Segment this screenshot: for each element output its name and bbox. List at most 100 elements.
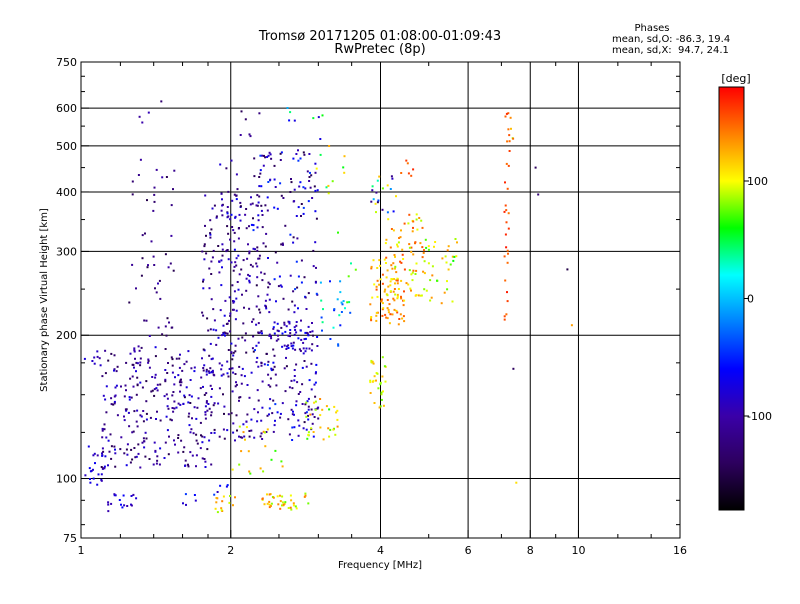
echo-point: [158, 279, 161, 282]
echo-point: [229, 312, 232, 315]
x-axis-label: Frequency [MHz]: [338, 560, 422, 571]
echo-point: [145, 437, 148, 440]
echo-point: [508, 134, 511, 137]
echo-point: [305, 415, 308, 418]
echo-point: [263, 272, 266, 275]
echo-point: [189, 402, 192, 404]
echo-point: [376, 311, 379, 314]
echo-point: [401, 253, 404, 256]
echo-point: [200, 434, 202, 437]
echo-point: [245, 420, 248, 423]
echo-point: [383, 290, 386, 293]
echo-point: [156, 410, 158, 413]
echo-point: [295, 321, 298, 323]
echo-point: [307, 397, 310, 400]
echo-point: [395, 309, 398, 312]
colorbar-tick-label: 0: [747, 293, 754, 306]
echo-point: [147, 359, 150, 362]
echo-point: [234, 439, 236, 442]
echo-point: [191, 454, 194, 457]
echo-point: [142, 410, 145, 412]
echo-point: [248, 275, 251, 277]
echo-point: [274, 449, 277, 452]
echo-point: [308, 153, 311, 155]
echo-point: [293, 311, 296, 314]
echo-point: [325, 186, 328, 189]
echo-point: [215, 501, 218, 504]
echo-point: [205, 370, 208, 373]
echo-point: [264, 445, 267, 448]
echo-point: [212, 308, 215, 311]
echo-point: [236, 281, 239, 283]
echo-point: [293, 369, 296, 371]
echo-point: [319, 153, 322, 156]
echo-point: [184, 459, 187, 462]
echo-point: [128, 396, 131, 399]
echo-point: [293, 119, 296, 122]
echo-point: [276, 411, 279, 414]
echo-point: [300, 259, 303, 262]
echo-point: [166, 429, 169, 432]
echo-point: [288, 119, 291, 122]
echo-point: [185, 503, 187, 506]
echo-point: [335, 411, 338, 414]
echo-point: [336, 409, 339, 412]
echo-point: [245, 277, 248, 280]
echo-point: [304, 403, 307, 406]
echo-point: [215, 343, 218, 346]
echo-point: [429, 299, 432, 302]
echo-point: [234, 496, 236, 499]
echo-point: [238, 227, 240, 229]
echo-point: [380, 298, 383, 301]
echo-point: [265, 431, 268, 433]
echo-point: [223, 331, 226, 334]
gridlines: [81, 62, 680, 538]
echo-point: [205, 252, 208, 255]
echo-point: [213, 319, 216, 322]
echo-point: [291, 347, 294, 350]
echo-point: [209, 232, 212, 235]
echo-point: [383, 365, 386, 368]
echo-point: [249, 263, 252, 266]
echo-point: [187, 415, 190, 418]
echo-point: [269, 385, 272, 388]
echo-point: [285, 325, 288, 328]
x-tick-label: 2: [227, 544, 234, 557]
echo-point: [386, 317, 389, 320]
echo-point: [387, 218, 390, 221]
echo-point: [317, 417, 320, 420]
echo-point: [221, 204, 224, 207]
echo-point: [221, 198, 223, 201]
echo-point: [202, 369, 205, 372]
echo-point: [104, 398, 107, 401]
echo-point: [427, 262, 430, 265]
echo-point: [241, 367, 244, 370]
echo-point: [275, 339, 278, 342]
echo-point: [369, 381, 372, 384]
echo-point: [222, 428, 225, 431]
echo-point: [248, 307, 251, 310]
echo-point: [313, 383, 316, 386]
echo-point: [123, 419, 126, 422]
echo-point: [260, 432, 263, 435]
echo-point: [415, 218, 418, 221]
echo-point: [232, 300, 234, 302]
echo-point: [402, 258, 405, 260]
echo-point: [130, 495, 133, 497]
echo-point: [133, 347, 136, 350]
echo-point: [290, 379, 293, 382]
echo-point: [292, 241, 295, 244]
echo-point: [159, 447, 162, 450]
echo-point: [245, 208, 248, 210]
echo-point: [248, 133, 251, 136]
echo-point: [190, 395, 193, 398]
echo-point: [281, 345, 284, 348]
echo-point: [227, 413, 230, 416]
echo-point: [230, 412, 233, 415]
echo-point: [223, 412, 225, 415]
echo-point: [107, 501, 110, 504]
echo-point: [229, 367, 232, 370]
echo-point: [321, 321, 324, 324]
echo-point: [423, 249, 425, 252]
